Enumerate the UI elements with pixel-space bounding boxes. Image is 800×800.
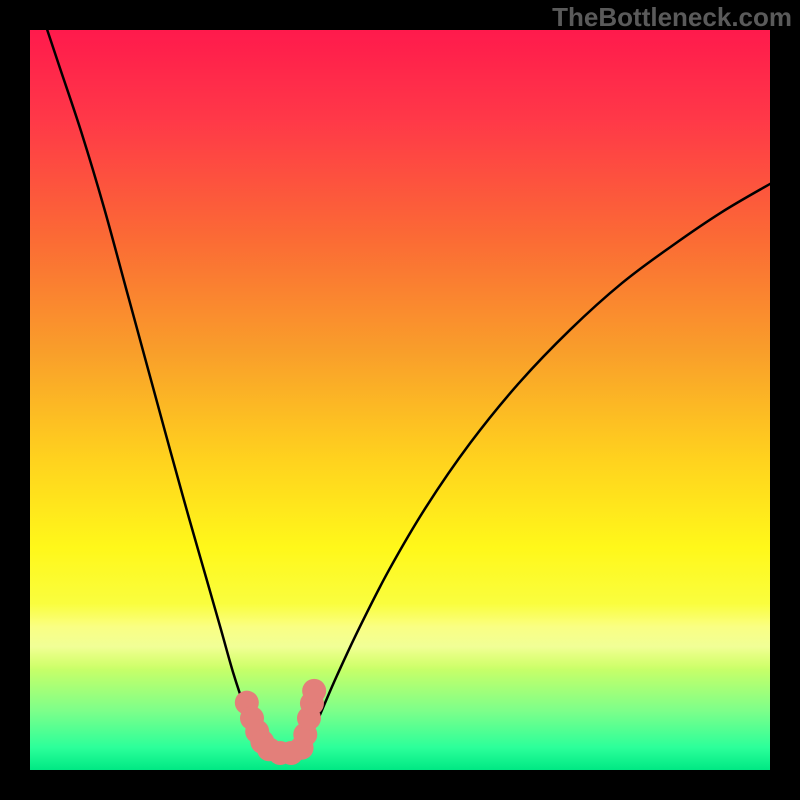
watermark-text: TheBottleneck.com [552,2,792,33]
pale-yellow-band [30,604,770,671]
plot-svg [30,30,770,770]
highlight-marker [302,679,326,703]
plot-area [30,30,770,770]
